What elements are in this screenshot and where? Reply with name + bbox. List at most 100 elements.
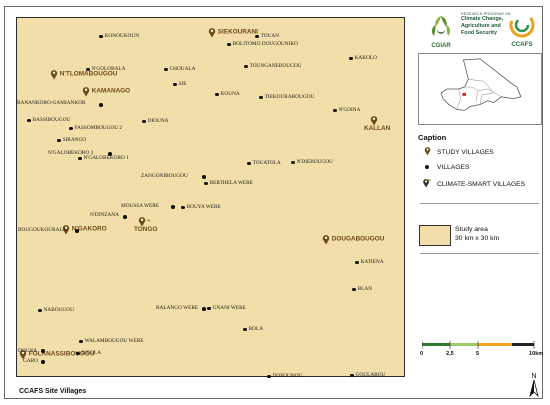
- study-village-name: N'GAKORO: [71, 225, 107, 233]
- scale-segment: [450, 343, 478, 346]
- village-label: SIE: [171, 81, 187, 88]
- village-name: DIOUNA: [147, 118, 169, 124]
- cgiar-logo-text: CGIAR: [431, 43, 451, 49]
- cgiar-logo: CGIAR: [431, 16, 451, 49]
- study-pin-icon: [138, 217, 146, 227]
- village-label: TOUAN: [253, 33, 280, 40]
- study-village-name: FOLANASSIBOUGOU: [28, 350, 95, 358]
- study-village-label: DOUGABOUGOU: [322, 234, 384, 245]
- village-label: NABOUGOU: [36, 307, 74, 314]
- village-dot-icon: [215, 92, 219, 97]
- village-label: KATIENA: [353, 259, 384, 266]
- village-name: GARO: [23, 358, 39, 364]
- village-dot-icon: [99, 34, 103, 39]
- study-pin-icon: [19, 350, 27, 360]
- north-arrow-icon: N: [529, 373, 539, 398]
- village-dot-icon: [202, 307, 206, 311]
- scale-tick: 2,5: [446, 351, 454, 357]
- study-village-name: KALLAN: [364, 125, 391, 132]
- village-name: N'GALOBEKORO 1: [83, 155, 129, 161]
- program-name: RESEARCH PROGRAM ON Climate Change, Agri…: [461, 12, 511, 36]
- study-village-label: FOLANASSIBOUGOU: [19, 349, 94, 360]
- study-village-name: TONGO: [134, 226, 158, 233]
- village-dot-icon: [57, 138, 61, 143]
- study-village-name: KAMANAGO: [91, 87, 131, 95]
- village-label: N'GALOBEKORO 1: [76, 155, 129, 162]
- village-dot-icon: [181, 205, 185, 210]
- village-name: TIEKOURABOUGOU: [264, 94, 315, 100]
- village-name: SIRANGO: [62, 137, 87, 143]
- map-title: CCAFS Site Villages: [19, 388, 87, 395]
- village-name: TOUAN: [260, 33, 280, 39]
- village-dot-icon: [41, 360, 45, 364]
- village-label: KONOUKOUN: [97, 33, 139, 40]
- scale-tick: 0: [420, 351, 424, 357]
- village-name: KAKOLO: [354, 55, 377, 61]
- village-label: DOUNA: [18, 348, 37, 355]
- village-label: N'DINZANA: [90, 212, 119, 219]
- study-area-line: Study area: [455, 226, 488, 233]
- village-dot-icon: [86, 67, 90, 72]
- study-village-label: N'GAKORO: [62, 224, 107, 235]
- village-dot-icon: [352, 287, 356, 292]
- village-dot-icon: [243, 327, 247, 332]
- study-pin-icon: [82, 87, 90, 97]
- village-label: BOUGOUKOURALA: [18, 227, 67, 234]
- study-pin-icon: [421, 146, 433, 158]
- village-label: BASSIBOUGOU: [25, 117, 71, 124]
- village-dot-icon: [27, 118, 31, 123]
- village-label: GARO: [23, 358, 39, 365]
- north-label: N: [531, 373, 536, 380]
- map-study-area: SIEKOURANI N'TLOMABOUGOU KAMANAGO KALLAN T…: [16, 17, 405, 380]
- village-name: MOUSSA WERE: [121, 203, 160, 209]
- scale-segment: [478, 343, 534, 346]
- study-pin-icon: [208, 28, 216, 38]
- village-label: TOUNGANEBOUGOU: [242, 63, 302, 70]
- study-pin-icon: [50, 70, 58, 80]
- legend-item-climate-smart: CLIMATE-SMART VILLAGES: [421, 178, 525, 190]
- village-label: KAKOLO: [347, 55, 377, 62]
- figure-frame: [4, 6, 543, 399]
- village-label: N'DIEBOUGOU: [289, 159, 333, 166]
- legend-item-villages: VILLAGES: [421, 164, 469, 171]
- village-name: FASSOMBOUGOU 2: [74, 125, 123, 131]
- study-village-label: N'TLOMABOUGOU: [50, 69, 117, 80]
- village-name: KATIENA: [360, 259, 384, 265]
- study-pin-icon: [370, 116, 378, 126]
- village-name: BERTHELA WERE: [209, 180, 253, 186]
- village-name: NABOUGOU: [43, 307, 74, 313]
- village-dot-icon: [76, 351, 80, 356]
- village-label: DOFOUNOU: [265, 373, 303, 380]
- village-dot-icon: [164, 67, 168, 72]
- study-area-swatch: [419, 225, 451, 246]
- village-label: N'GOLOBALA: [84, 66, 126, 73]
- village-label: WALAMBOUGOU WERE: [77, 338, 144, 345]
- village-label: N'GALOBEKORO 2: [48, 150, 94, 157]
- scale-tick: 5: [476, 351, 480, 357]
- village-label: BOLITOMO DOUGOUNIKO: [225, 41, 298, 48]
- village-dot-icon: [259, 95, 263, 100]
- village-dot-icon: [75, 229, 79, 233]
- village-name: N'GALOBEKORO 2: [48, 150, 94, 156]
- village-label: N'GOLA: [74, 350, 101, 357]
- study-village-name: N'TLOMABOUGOU: [59, 70, 118, 78]
- village-label: TIEKOURABOUGOU: [257, 94, 315, 101]
- village-dot-icon: [255, 34, 259, 39]
- scale-tick: 10km: [529, 351, 544, 357]
- village-dot-icon: [244, 64, 248, 69]
- mali-locator-map: [418, 53, 542, 125]
- study-pin-icon: [322, 235, 330, 245]
- study-area-label: Study area 30 km x 30 km: [455, 226, 499, 244]
- village-dot-icon: [421, 164, 433, 171]
- legend-label: STUDY VILLAGES: [437, 148, 494, 156]
- village-name: BASSIBOUGOU: [32, 117, 71, 123]
- village-dot-icon: [78, 156, 82, 161]
- village-dot-icon: [108, 152, 112, 156]
- village-dot-icon: [291, 160, 295, 165]
- village-dot-icon: [207, 306, 211, 311]
- village-name: DOFOUNOU: [272, 373, 303, 379]
- study-village-label: SIEKOURANI: [208, 27, 258, 38]
- village-dot-icon: [79, 339, 83, 344]
- village-dot-icon: [349, 56, 353, 61]
- village-label: ZANGONIBOUGOU: [141, 173, 188, 180]
